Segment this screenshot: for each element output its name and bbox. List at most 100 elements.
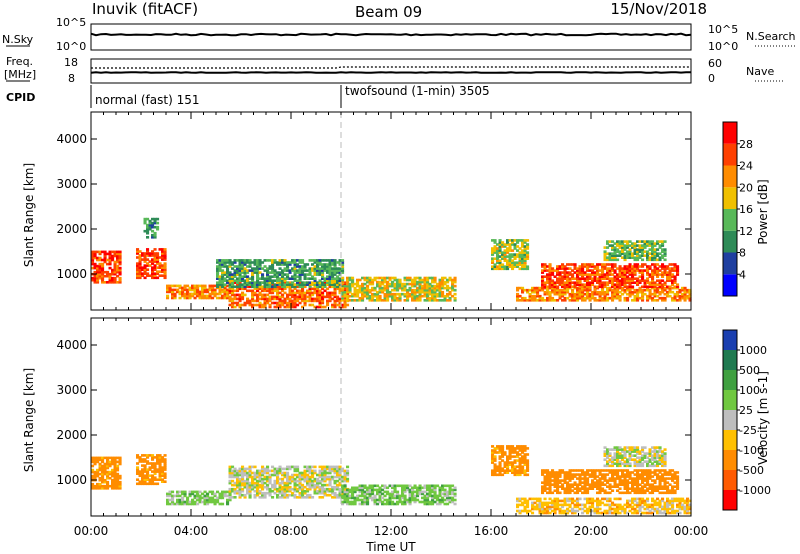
- scatter-cell: [271, 265, 275, 268]
- scatter-cell: [396, 502, 400, 506]
- scatter-cell: [671, 509, 675, 513]
- scatter-cell: [96, 258, 100, 262]
- scatter-cell: [266, 277, 270, 280]
- scatter-cell: [498, 239, 502, 242]
- scatter-cell: [558, 491, 562, 495]
- scatter-cell: [341, 475, 345, 479]
- scatter-cell: [186, 496, 190, 500]
- scatter-cell: [108, 266, 112, 270]
- scatter-cell: [581, 290, 585, 294]
- scatter-cell: [143, 468, 147, 471]
- scatter-cell: [618, 252, 622, 255]
- scatter-cell: [576, 275, 580, 278]
- scatter-cell: [673, 269, 677, 272]
- scatter-cell: [111, 458, 115, 462]
- scatter-cell: [158, 466, 162, 469]
- scatter-cell: [433, 490, 437, 494]
- scatter-cell: [256, 265, 260, 268]
- scatter-cell: [563, 285, 567, 289]
- scatter-cell: [661, 285, 665, 289]
- scatter-cell: [303, 465, 307, 469]
- scatter-cell: [246, 479, 250, 483]
- scatter-cell: [498, 245, 502, 248]
- scatter-cell: [196, 290, 200, 294]
- scatter-cell: [608, 254, 612, 257]
- scatter-cell: [108, 276, 112, 280]
- scatter-cell: [541, 275, 545, 278]
- scatter-cell: [496, 445, 500, 448]
- scatter-cell: [511, 259, 515, 262]
- scatter-cell: [498, 251, 502, 254]
- scatter-cell: [373, 496, 377, 500]
- scatter-cell: [326, 493, 330, 497]
- scatter-cell: [588, 499, 592, 503]
- scatter-cell: [293, 467, 297, 471]
- scatter-cell: [671, 299, 675, 302]
- scatter-cell: [146, 252, 150, 255]
- scatter-cell: [258, 479, 262, 483]
- scatter-cell: [566, 477, 570, 480]
- scatter-cell: [618, 267, 622, 270]
- scatter-cell: [508, 449, 512, 452]
- scatter-cell: [443, 488, 447, 492]
- scatter-cell: [596, 511, 600, 515]
- scatter-cell: [156, 225, 160, 229]
- scatter-cell: [318, 305, 322, 309]
- scatter-cell: [251, 465, 255, 469]
- scatter-cell: [561, 288, 565, 292]
- scatter-cell: [358, 296, 362, 300]
- scatter-cell: [666, 277, 670, 280]
- freq-tick-top: 18: [64, 56, 78, 69]
- scatter-cell: [501, 447, 505, 450]
- scatter-cell: [413, 280, 417, 284]
- scatter-cell: [523, 261, 527, 264]
- scatter-cell: [176, 494, 180, 498]
- scatter-cell: [116, 478, 120, 482]
- scatter-cell: [686, 501, 690, 505]
- scatter-cell: [313, 299, 317, 303]
- scatter-cell: [496, 243, 500, 246]
- scatter-cell: [606, 290, 610, 294]
- scatter-cell: [136, 472, 140, 475]
- scatter-cell: [666, 497, 670, 501]
- scatter-cell: [286, 269, 290, 272]
- scatter-cell: [373, 494, 377, 498]
- scatter-cell: [251, 273, 255, 276]
- scatter-cell: [576, 509, 580, 513]
- scatter-cell: [98, 482, 102, 486]
- scatter-cell: [526, 505, 530, 509]
- scatter-cell: [278, 273, 282, 276]
- scatter-cell: [576, 288, 580, 292]
- scatter-cell: [666, 292, 670, 296]
- scatter-cell: [343, 498, 347, 502]
- scatter-cell: [651, 269, 655, 272]
- scatter-cell: [261, 473, 265, 477]
- scatter-cell: [266, 281, 270, 284]
- scatter-cell: [98, 464, 102, 468]
- scatter-cell: [376, 490, 380, 494]
- scatter-cell: [421, 294, 425, 298]
- scatter-cell: [556, 507, 560, 511]
- scatter-cell: [316, 281, 320, 284]
- scatter-cell: [656, 267, 660, 270]
- scatter-cell: [356, 494, 360, 498]
- scatter-cell: [216, 261, 220, 264]
- scatter-cell: [451, 490, 455, 494]
- scatter-cell: [318, 303, 322, 307]
- scatter-cell: [333, 261, 337, 264]
- scatter-cell: [566, 296, 570, 300]
- scatter-cell: [181, 500, 185, 504]
- scatter-cell: [383, 286, 387, 290]
- scatter-cell: [643, 279, 647, 282]
- scatter-cell: [328, 279, 332, 282]
- scatter-cell: [621, 252, 625, 255]
- scatter-cell: [593, 267, 597, 270]
- scatter-cell: [536, 290, 540, 294]
- scatter-cell: [613, 248, 617, 251]
- scatter-cell: [176, 502, 180, 506]
- scatter-cell: [193, 500, 197, 504]
- scatter-cell: [568, 489, 572, 492]
- scatter-cell: [193, 490, 197, 494]
- scatter-cell: [598, 275, 602, 278]
- scatter-cell: [366, 278, 370, 282]
